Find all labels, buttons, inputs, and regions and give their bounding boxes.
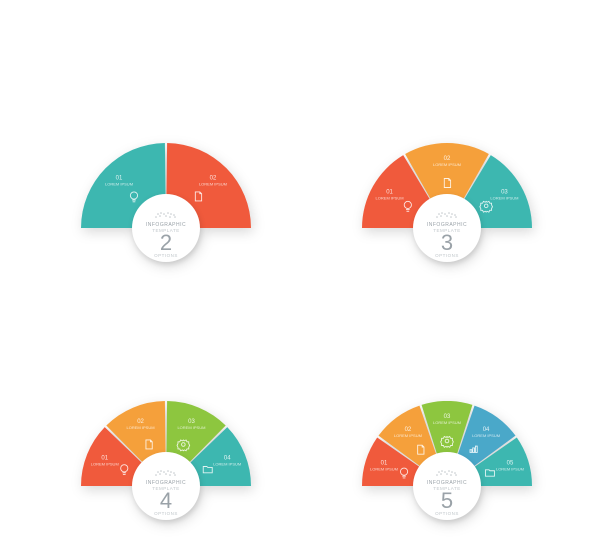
center-count: 2 <box>159 230 171 255</box>
segment-lorem: LOREM IPSUM <box>126 425 154 430</box>
segment-lorem: LOREM IPSUM <box>213 461 241 466</box>
segment-lorem: LOREM IPSUM <box>432 420 460 425</box>
center-count: 3 <box>440 230 452 255</box>
segment-lorem: LOREM IPSUM <box>90 461 118 466</box>
center-options-label: OPTIONS <box>154 511 178 516</box>
segment-lorem: LOREM IPSUM <box>432 162 460 167</box>
segment-lorem: LOREM IPSUM <box>490 196 518 201</box>
segment-lorem: LOREM IPSUM <box>495 466 523 471</box>
segment-lorem: LOREM IPSUM <box>472 433 500 438</box>
diagram-5: 01LOREM IPSUM02LOREM IPSUM03LOREM IPSUM0… <box>311 278 582 516</box>
segment-lorem: LOREM IPSUM <box>375 196 403 201</box>
center-count: 4 <box>159 488 171 513</box>
segment-lorem: LOREM IPSUM <box>198 182 226 187</box>
center-options-label: OPTIONS <box>435 511 459 516</box>
diagram-3: 01LOREM IPSUM02LOREM IPSUM03LOREM IPSUMI… <box>311 20 582 258</box>
center-count: 5 <box>440 488 452 513</box>
diagram-4: 01LOREM IPSUM02LOREM IPSUM03LOREM IPSUM0… <box>30 278 301 516</box>
diagram-grid: 01LOREM IPSUM02LOREM IPSUMINFOGRAPHICTEM… <box>0 0 612 556</box>
center-options-label: OPTIONS <box>154 253 178 258</box>
center-options-label: OPTIONS <box>435 253 459 258</box>
diagram-2: 01LOREM IPSUM02LOREM IPSUMINFOGRAPHICTEM… <box>30 20 301 258</box>
segment-lorem: LOREM IPSUM <box>177 425 205 430</box>
segment-lorem: LOREM IPSUM <box>105 182 133 187</box>
segment-lorem: LOREM IPSUM <box>393 433 421 438</box>
segment-lorem: LOREM IPSUM <box>370 466 398 471</box>
